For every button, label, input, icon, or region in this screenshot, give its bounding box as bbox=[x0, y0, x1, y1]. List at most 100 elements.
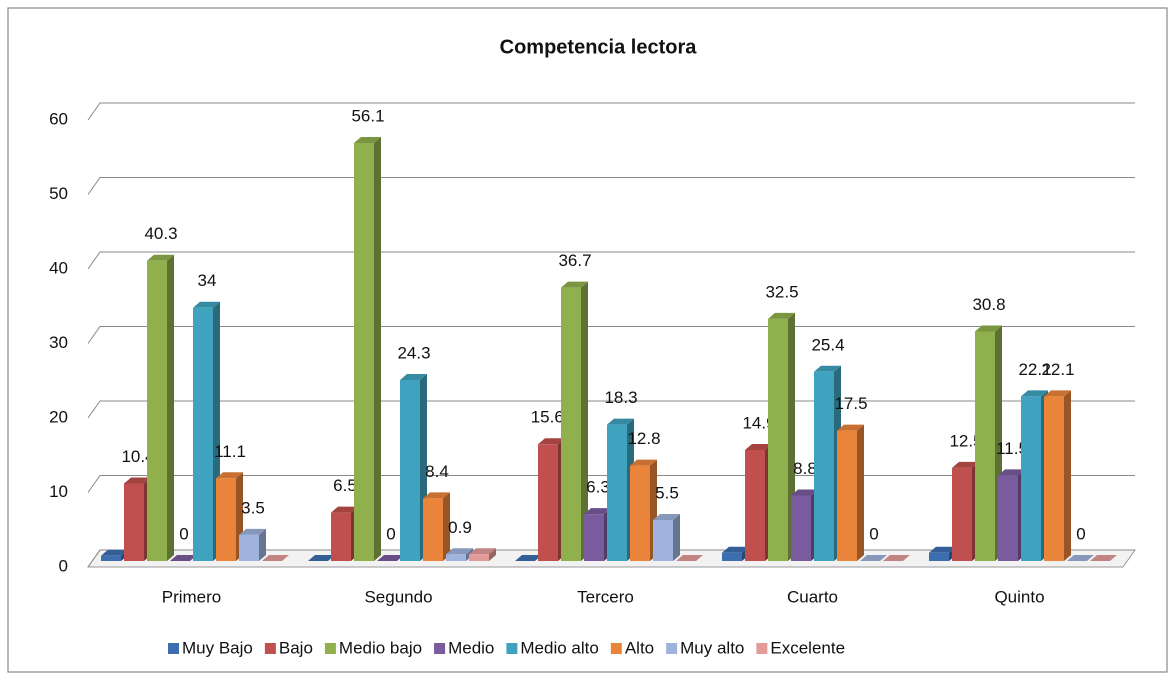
bar bbox=[1021, 390, 1048, 561]
bar bbox=[239, 528, 266, 561]
bar-face bbox=[331, 506, 358, 513]
bar-face bbox=[1021, 390, 1048, 397]
data-label: 3.5 bbox=[241, 498, 265, 517]
data-label: 11.1 bbox=[214, 442, 246, 461]
bar-face bbox=[101, 549, 128, 556]
bar-face bbox=[814, 371, 834, 561]
y-tick-label: 50 bbox=[49, 184, 68, 203]
bar-face bbox=[216, 472, 243, 479]
bar-face bbox=[193, 301, 220, 308]
bar-face bbox=[170, 555, 197, 561]
bar-face bbox=[837, 430, 857, 561]
bar-face bbox=[423, 498, 443, 561]
data-label: 5.5 bbox=[655, 484, 679, 503]
bar-face bbox=[975, 331, 995, 561]
legend-label: Medio alto bbox=[520, 638, 598, 657]
bar-face bbox=[469, 554, 489, 561]
bar-face bbox=[489, 548, 496, 561]
data-label: 36.7 bbox=[558, 251, 591, 270]
bar bbox=[837, 424, 864, 561]
bar-face bbox=[400, 373, 427, 380]
bar bbox=[308, 555, 335, 561]
bar-face bbox=[791, 489, 818, 496]
bar-face bbox=[653, 520, 673, 561]
bar-face bbox=[929, 546, 956, 553]
bar-face bbox=[630, 459, 657, 466]
bar-face bbox=[581, 281, 588, 561]
bar-face bbox=[745, 449, 765, 561]
legend-swatch bbox=[756, 643, 768, 654]
grid-line bbox=[87, 102, 1135, 121]
bar bbox=[630, 459, 657, 561]
bar-face bbox=[653, 514, 680, 521]
data-label: 22.1 bbox=[1018, 360, 1051, 379]
bar-face bbox=[722, 552, 742, 561]
data-label: 12.8 bbox=[627, 429, 660, 448]
bar-face bbox=[354, 137, 381, 144]
bar-face bbox=[101, 555, 121, 561]
bar-face bbox=[147, 254, 174, 261]
data-label: 0 bbox=[386, 524, 395, 543]
legend-swatch bbox=[434, 643, 446, 654]
bar-face bbox=[630, 465, 650, 561]
bar-face bbox=[1021, 396, 1041, 561]
data-label: 24.3 bbox=[397, 343, 430, 362]
bar bbox=[147, 254, 174, 561]
bar-face bbox=[561, 281, 588, 288]
legend-label: Medio bbox=[448, 638, 494, 657]
bar-face bbox=[607, 418, 634, 425]
bar-face bbox=[768, 318, 788, 561]
bar-face bbox=[837, 424, 864, 431]
bar-face bbox=[607, 424, 627, 561]
bar bbox=[101, 549, 128, 561]
bar bbox=[561, 281, 588, 561]
bar-face bbox=[860, 555, 887, 561]
bar-face bbox=[124, 477, 151, 484]
bar bbox=[377, 555, 404, 561]
bar-face bbox=[262, 555, 289, 561]
bar-face bbox=[929, 552, 949, 561]
bar bbox=[262, 555, 289, 561]
bar-face bbox=[400, 379, 420, 561]
bar-face bbox=[216, 478, 236, 561]
bar-face bbox=[952, 461, 979, 468]
legend-label: Muy alto bbox=[680, 638, 744, 657]
bar bbox=[538, 438, 565, 561]
bar-face bbox=[124, 483, 144, 561]
bar bbox=[952, 461, 979, 561]
bar bbox=[676, 555, 703, 561]
y-tick-label: 20 bbox=[49, 407, 68, 426]
bar-face bbox=[374, 137, 381, 561]
bar-face bbox=[745, 443, 772, 450]
legend-label: Bajo bbox=[279, 638, 313, 657]
data-label: 6.5 bbox=[333, 476, 357, 495]
data-label: 8.8 bbox=[793, 459, 817, 478]
bar bbox=[170, 555, 197, 561]
data-label: 6.3 bbox=[586, 478, 610, 497]
bar bbox=[331, 506, 358, 561]
bar-face bbox=[1067, 555, 1094, 561]
bar-face bbox=[193, 307, 213, 561]
legend-swatch bbox=[610, 643, 622, 654]
bar-face bbox=[423, 492, 450, 499]
data-label: 14.9 bbox=[742, 413, 775, 432]
legend-label: Medio bajo bbox=[339, 638, 422, 657]
bar-face bbox=[515, 555, 542, 561]
data-label: 22.1 bbox=[1041, 360, 1074, 379]
y-tick-label: 30 bbox=[49, 333, 68, 352]
grid-line bbox=[87, 251, 1135, 270]
bar-face bbox=[446, 554, 466, 561]
bar-face bbox=[673, 514, 680, 561]
bar bbox=[768, 312, 795, 561]
data-label: 32.5 bbox=[765, 282, 798, 301]
bar bbox=[1044, 390, 1071, 561]
bar-face bbox=[998, 469, 1025, 476]
bar-face bbox=[676, 555, 703, 561]
bar-face bbox=[975, 325, 1002, 332]
bar-face bbox=[538, 438, 565, 445]
bar-face bbox=[768, 312, 795, 319]
bar-face bbox=[791, 495, 811, 561]
data-label: 0 bbox=[869, 524, 878, 543]
data-label: 0 bbox=[179, 524, 188, 543]
bar-face bbox=[1044, 390, 1071, 397]
